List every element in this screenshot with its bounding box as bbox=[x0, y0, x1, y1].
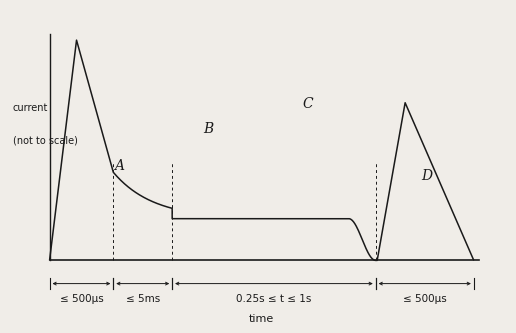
Text: 0.25s ≤ t ≤ 1s: 0.25s ≤ t ≤ 1s bbox=[236, 294, 312, 304]
Text: (not to scale): (not to scale) bbox=[13, 135, 78, 145]
Text: B: B bbox=[203, 122, 214, 136]
Text: ≤ 500μs: ≤ 500μs bbox=[403, 294, 447, 304]
Text: A: A bbox=[115, 160, 124, 173]
Text: ≤ 500μs: ≤ 500μs bbox=[59, 294, 103, 304]
Text: D: D bbox=[421, 169, 432, 183]
Text: current: current bbox=[13, 103, 48, 113]
Text: C: C bbox=[302, 97, 313, 111]
Text: ≤ 5ms: ≤ 5ms bbox=[125, 294, 160, 304]
Text: time: time bbox=[249, 314, 275, 324]
